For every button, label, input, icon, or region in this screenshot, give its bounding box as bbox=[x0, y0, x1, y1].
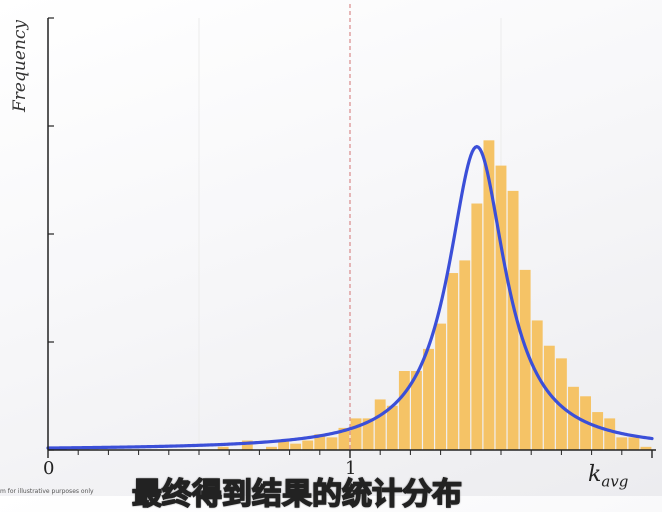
histogram-bar bbox=[314, 434, 326, 450]
y-axis-ticks bbox=[48, 17, 54, 451]
histogram-bar bbox=[278, 440, 289, 450]
x-axis-label-main: k bbox=[588, 462, 602, 487]
histogram-bar bbox=[398, 371, 410, 450]
histogram-bar bbox=[604, 418, 616, 450]
histogram-bar bbox=[640, 446, 652, 450]
histogram-bar bbox=[543, 345, 555, 450]
histogram-bar bbox=[435, 323, 447, 450]
histogram-bar bbox=[471, 203, 483, 450]
fit-curve bbox=[46, 144, 654, 450]
histogram-bar bbox=[411, 371, 422, 450]
x-axis-ticks bbox=[47, 450, 653, 458]
histogram-bar bbox=[362, 418, 374, 450]
disclaimer-text: m for illustrative purposes only bbox=[0, 488, 94, 495]
histogram-bar bbox=[507, 190, 519, 450]
video-subtitle: 最终得到结果的统计分布 bbox=[131, 477, 463, 512]
histogram-bar bbox=[616, 437, 628, 450]
histogram-bar bbox=[519, 269, 531, 450]
histogram-bar bbox=[447, 273, 459, 450]
histogram-bar bbox=[266, 446, 277, 450]
histogram-bar bbox=[241, 440, 253, 450]
histogram-bar bbox=[531, 320, 543, 450]
histogram-bar bbox=[568, 386, 579, 450]
histogram-bars bbox=[217, 140, 652, 450]
histogram-bar bbox=[483, 140, 495, 450]
histogram-bar bbox=[459, 260, 471, 450]
histogram-bar bbox=[495, 165, 507, 450]
x-axis-label-subscript: avg bbox=[601, 472, 629, 491]
histogram-bar bbox=[290, 443, 302, 450]
histogram-bar bbox=[386, 405, 398, 450]
histogram-bar bbox=[350, 418, 362, 450]
histogram-bar bbox=[592, 412, 604, 450]
y-axis-label: Frequency bbox=[10, 20, 30, 112]
histogram-bar bbox=[338, 427, 350, 450]
histogram-bar bbox=[217, 446, 229, 450]
x-tick-label: 1 bbox=[345, 458, 357, 479]
histogram-bar bbox=[374, 399, 386, 450]
histogram-bar bbox=[326, 437, 338, 450]
histogram-bar bbox=[423, 348, 434, 450]
x-axis-label: kavg bbox=[588, 462, 628, 490]
histogram-bar bbox=[302, 440, 314, 450]
histogram-chart bbox=[46, 4, 656, 458]
histogram-bar bbox=[628, 437, 640, 450]
x-tick-label: 0 bbox=[43, 458, 55, 479]
